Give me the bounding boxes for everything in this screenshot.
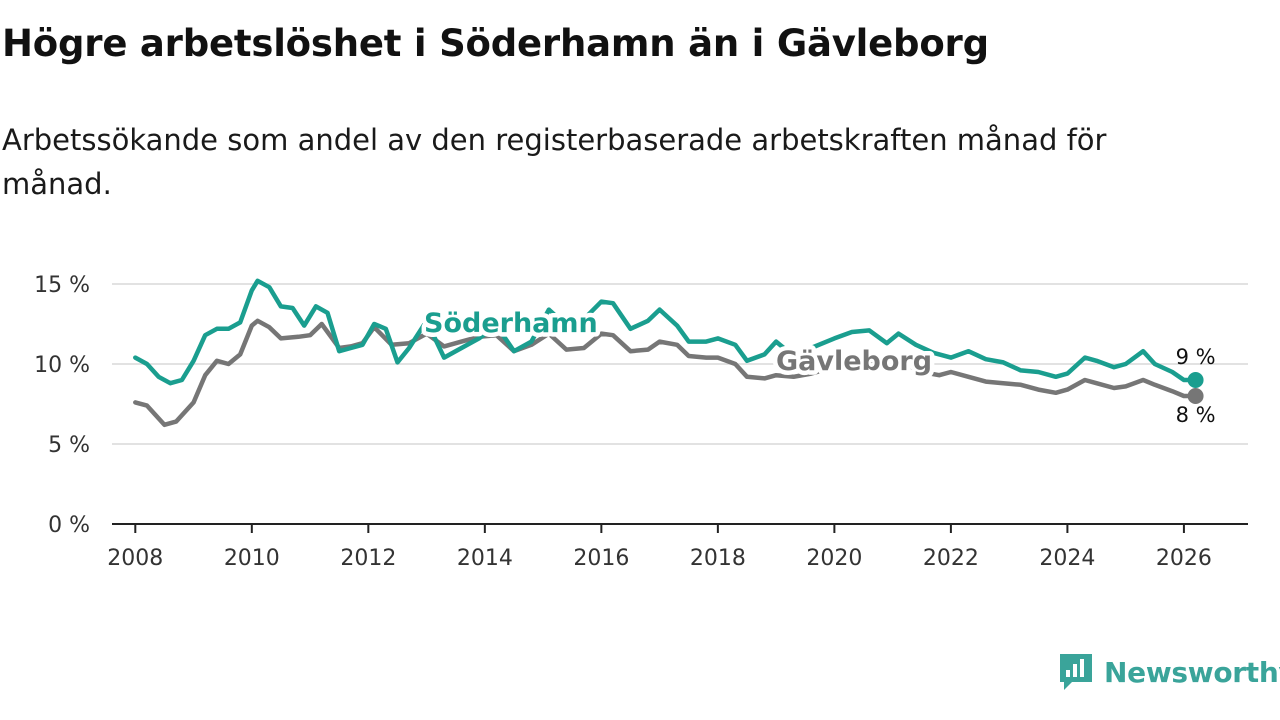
series-line-gavleborg [133, 318, 1198, 428]
x-tick-label: 2014 [457, 546, 513, 571]
end-label-gavleborg: 8 % [1176, 403, 1216, 427]
newsworthy-logo: Newsworthy [1058, 652, 1280, 692]
x-tick-label: 2016 [573, 546, 629, 571]
series-label-soderhamn: Söderhamn [424, 308, 598, 339]
y-tick-label: 15 % [34, 273, 90, 298]
chart-subtitle: Arbetssökande som andel av den registerb… [2, 123, 1107, 201]
series-label-soderhamn-halo: Söderhamn [424, 308, 598, 339]
x-tick-label: 2018 [690, 546, 746, 571]
chart-title: Högre arbetslöshet i Söderhamn än i Gävl… [2, 22, 989, 65]
x-tick-label: 2020 [806, 546, 862, 571]
series-label-gavleborg: Gävleborg [776, 346, 932, 377]
x-tick-label: 2012 [340, 546, 396, 571]
x-tick-label: 2008 [107, 546, 163, 571]
x-tick-label: 2026 [1156, 546, 1212, 571]
y-tick-label: 10 % [34, 353, 90, 378]
newsworthy-logo-text: Newsworthy [1104, 655, 1280, 689]
x-tick-label: 2024 [1039, 546, 1095, 571]
x-tick-label: 2010 [224, 546, 280, 571]
end-point-soderhamn [1187, 372, 1204, 388]
series-line-soderhamn [133, 278, 1198, 386]
y-tick-label: 0 % [48, 513, 90, 538]
series-label-gavleborg-halo: Gävleborg [776, 346, 932, 377]
end-label-soderhamn: 9 % [1176, 345, 1216, 369]
newsworthy-logo-icon [1060, 654, 1092, 690]
end-point-gavleborg [1187, 388, 1204, 404]
x-tick-label: 2022 [923, 546, 979, 571]
y-tick-label: 5 % [48, 433, 90, 458]
